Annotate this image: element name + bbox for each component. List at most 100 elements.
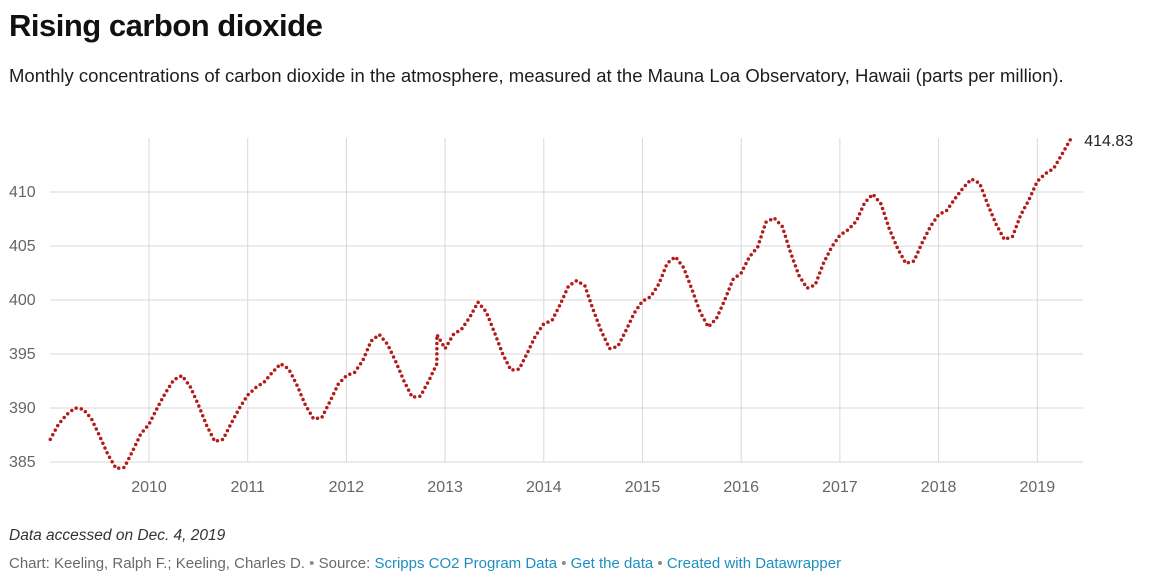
series-dot: [124, 461, 129, 465]
series-dot: [739, 271, 743, 275]
series-dot: [1010, 234, 1015, 239]
series-dot: [760, 230, 765, 234]
datawrapper-link[interactable]: Created with Datawrapper: [666, 555, 842, 572]
series-dot: [266, 376, 270, 380]
series-dot: [262, 379, 267, 384]
series-dot: [511, 368, 515, 372]
series-dot: [487, 317, 492, 322]
series-dot: [608, 346, 612, 351]
series-dot: [828, 247, 833, 252]
source-link[interactable]: Scripps CO2 Program Data: [374, 555, 558, 572]
series-dot: [355, 366, 360, 370]
series-dot: [768, 217, 773, 222]
series-dot: [889, 231, 893, 235]
series-dot: [136, 438, 140, 442]
series-dot: [999, 231, 1003, 236]
series-dot: [605, 342, 610, 346]
series-dot: [228, 424, 232, 428]
series-dot: [211, 437, 216, 441]
series-dot: [685, 274, 689, 279]
series-dot: [435, 352, 439, 356]
series-dot: [491, 327, 495, 331]
series-dot: [53, 428, 58, 432]
chart-footer: Chart: Keeling, Ralph F.; Keeling, Charl…: [9, 555, 841, 572]
series-dot: [225, 428, 230, 433]
series-dot: [947, 204, 952, 208]
series-dot: [162, 393, 166, 397]
series-dot: [725, 292, 729, 296]
series-dot: [131, 447, 136, 451]
x-tick-label: 2013: [427, 479, 463, 496]
series-dot: [521, 358, 526, 363]
series-layer: [48, 138, 1072, 470]
series-dot: [785, 239, 789, 244]
series-dot: [746, 257, 751, 261]
series-dot: [441, 343, 445, 347]
series-dot: [953, 195, 958, 200]
series-dot: [800, 278, 804, 282]
series-dot: [435, 346, 439, 351]
series-dot: [1005, 236, 1010, 240]
series-dot: [280, 362, 284, 367]
series-dot: [165, 389, 169, 393]
series-dot: [678, 261, 682, 265]
series-dot: [466, 318, 470, 322]
series-dot: [48, 437, 53, 442]
series-dot: [507, 365, 512, 370]
series-dot: [700, 313, 704, 318]
series-dot: [735, 274, 739, 278]
series-dot: [381, 337, 385, 341]
series-dot: [642, 298, 647, 302]
series-dot: [292, 378, 297, 383]
series-dot: [552, 313, 557, 317]
series-dot: [258, 382, 262, 387]
series-dot: [603, 337, 607, 342]
series-dot: [621, 333, 626, 338]
series-dot: [311, 416, 315, 420]
series-dot: [157, 402, 161, 407]
series-dot: [950, 200, 955, 204]
series-dot: [500, 351, 505, 356]
series-dot: [243, 397, 248, 401]
series-dot: [790, 254, 794, 258]
series-dot: [884, 216, 888, 221]
series-dot: [566, 285, 570, 289]
series-dot: [305, 407, 310, 411]
get-the-data-link[interactable]: Get the data: [570, 555, 654, 572]
series-dot: [127, 456, 131, 461]
series-dot: [647, 295, 651, 300]
series-dot: [269, 372, 273, 376]
series-dot: [471, 309, 475, 313]
series-dot: [697, 308, 702, 313]
series-dot: [178, 374, 183, 378]
series-dot: [83, 409, 88, 414]
series-dot: [483, 308, 487, 313]
series-dot: [988, 208, 992, 212]
series-dot: [902, 259, 907, 263]
series-dot: [893, 240, 897, 245]
series-dot: [361, 357, 366, 362]
series-dot: [671, 256, 675, 261]
series-dot: [862, 202, 866, 207]
series-dot: [430, 371, 434, 376]
series-dot: [202, 418, 207, 423]
series-dot: [589, 303, 594, 308]
series-dot: [86, 413, 91, 418]
series-dot: [90, 417, 94, 422]
series-dot: [182, 376, 186, 381]
series-dot: [92, 422, 96, 427]
series-dot: [702, 318, 707, 322]
series-dot: [879, 201, 883, 206]
series-dot: [705, 322, 709, 327]
series-dot: [473, 304, 478, 309]
series-dot: [144, 425, 149, 429]
series-dot: [773, 217, 777, 221]
series-dot: [103, 446, 107, 450]
series-dot: [814, 280, 818, 285]
series-dot: [918, 245, 922, 250]
series-dot: [675, 256, 679, 261]
series-dot: [1058, 156, 1062, 160]
series-dot: [662, 268, 666, 273]
series-dot: [837, 234, 841, 239]
series-dot: [776, 220, 781, 225]
